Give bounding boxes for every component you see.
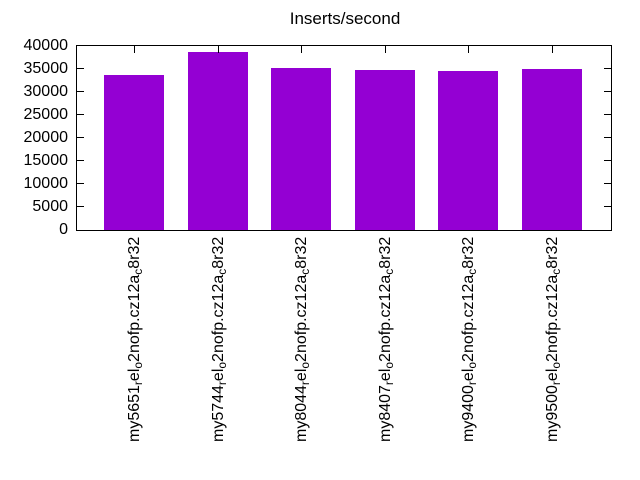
y-tick-mark [604, 68, 611, 69]
category-text: 8r32 [544, 236, 561, 269]
y-axis-tick-label: 10000 [23, 175, 69, 192]
category-text: 2nofp.cz12a [377, 274, 394, 362]
bar [438, 70, 498, 230]
category-text: 2nofp.cz12a [210, 274, 227, 362]
category-text: my9500 [544, 385, 561, 442]
category-subscript: c [465, 268, 479, 275]
y-tick-mark [77, 160, 84, 161]
category-text: el [126, 368, 143, 382]
y-axis-tick-label: 25000 [23, 106, 69, 123]
y-tick-mark [77, 68, 84, 69]
category-text: el [460, 368, 477, 382]
bar [104, 75, 164, 230]
bar [355, 69, 415, 230]
category-subscript: c [298, 268, 312, 275]
category-text: el [544, 368, 561, 382]
category-text: el [210, 368, 227, 382]
chart-title: Inserts/second [289, 9, 401, 28]
y-tick-mark [77, 137, 84, 138]
category-subscript: o [382, 361, 396, 369]
category-subscript: c [215, 268, 229, 275]
category-subscript: c [131, 268, 145, 275]
y-tick-mark [77, 183, 84, 184]
category-text: el [377, 368, 394, 382]
plot-area [76, 45, 612, 231]
category-text: 2nofp.cz12a [126, 274, 143, 362]
category-subscript: o [131, 361, 145, 369]
y-tick-mark [77, 91, 84, 92]
category-text: my8407 [377, 385, 394, 442]
y-axis-tick-label: 20000 [23, 129, 69, 146]
y-tick-mark [604, 137, 611, 138]
x-axis-tick-label: my8407relo2nofp.cz12ac8r32 [377, 237, 396, 442]
category-subscript: c [382, 268, 396, 275]
bar [271, 68, 331, 230]
category-text: my8044 [293, 385, 310, 442]
y-tick-mark [604, 183, 611, 184]
category-subscript: r [131, 381, 145, 386]
y-tick-mark [77, 206, 84, 207]
x-tick-mark [301, 46, 302, 53]
category-text: 2nofp.cz12a [544, 274, 561, 362]
x-axis-tick-label: my9400relo2nofp.cz12ac8r32 [460, 237, 479, 442]
y-axis-tick-label: 30000 [23, 83, 69, 100]
x-axis-tick-label: my9500relo2nofp.cz12ac8r32 [544, 237, 563, 442]
y-tick-mark [604, 114, 611, 115]
y-tick-mark [604, 160, 611, 161]
bar [188, 51, 248, 230]
y-tick-mark [604, 91, 611, 92]
category-subscript: o [215, 361, 229, 369]
x-tick-mark [552, 46, 553, 53]
x-axis-tick-label: my5651relo2nofp.cz12ac8r32 [126, 237, 145, 442]
category-text: 2nofp.cz12a [293, 274, 310, 362]
category-subscript: o [549, 361, 563, 369]
x-tick-mark [385, 46, 386, 53]
category-text: 8r32 [126, 236, 143, 269]
category-text: el [293, 368, 310, 382]
category-text: 8r32 [460, 236, 477, 269]
y-axis-tick-label: 40000 [23, 37, 69, 54]
y-axis-tick-label: 15000 [23, 152, 69, 169]
category-text: my5744 [210, 385, 227, 442]
category-text: 2nofp.cz12a [460, 274, 477, 362]
category-subscript: r [465, 381, 479, 386]
y-axis-tick-label: 5000 [32, 198, 68, 215]
bar [522, 68, 582, 230]
category-text: 8r32 [210, 236, 227, 269]
x-axis-tick-label: my8044relo2nofp.cz12ac8r32 [293, 237, 312, 442]
category-text: my9400 [460, 385, 477, 442]
x-tick-mark [134, 46, 135, 53]
y-tick-mark [77, 114, 84, 115]
x-tick-mark [468, 46, 469, 53]
category-subscript: o [298, 361, 312, 369]
category-subscript: c [549, 268, 563, 275]
category-text: 8r32 [377, 236, 394, 269]
x-tick-mark [218, 46, 219, 53]
category-subscript: o [465, 361, 479, 369]
y-tick-mark [604, 206, 611, 207]
y-axis-tick-label: 35000 [23, 60, 69, 77]
category-subscript: r [298, 381, 312, 386]
category-subscript: r [215, 381, 229, 386]
category-text: my5651 [126, 385, 143, 442]
category-subscript: r [382, 381, 396, 386]
x-axis-tick-label: my5744relo2nofp.cz12ac8r32 [210, 237, 229, 442]
y-axis-tick-label: 0 [59, 221, 68, 238]
category-text: 8r32 [293, 236, 310, 269]
category-subscript: r [549, 381, 563, 386]
